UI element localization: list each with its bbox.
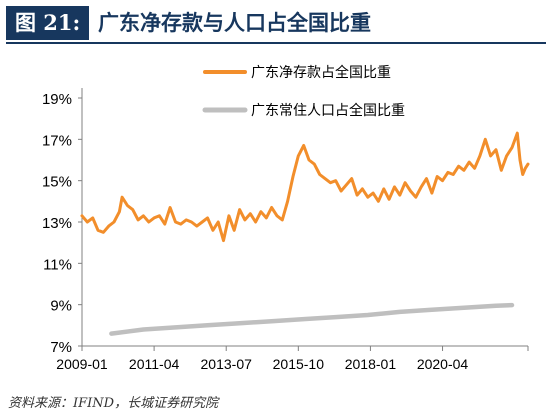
x-tick-label: 2015-10 bbox=[273, 356, 325, 372]
figure-header: 图 21: 广东净存款与人口占全国比重 bbox=[0, 0, 550, 48]
x-tick-label: 2009-01 bbox=[56, 356, 108, 372]
figure-label: 图 21: bbox=[6, 6, 90, 40]
y-tick-label: 11% bbox=[43, 256, 72, 273]
chart-axes: 7% 9% 11% 13% 15% 17% 19% 2009-01 2011-04 2013-07… bbox=[42, 88, 529, 372]
y-tick-label: 19% bbox=[42, 91, 72, 108]
y-tick-label: 17% bbox=[42, 132, 72, 149]
series-line-population bbox=[109, 302, 515, 336]
y-tick-label: 7% bbox=[50, 339, 72, 356]
chart-series bbox=[80, 131, 530, 336]
series-line-deposit bbox=[80, 131, 530, 243]
x-tick-label: 2011-04 bbox=[129, 356, 180, 372]
figure-title: 广东净存款与人口占全国比重 bbox=[98, 11, 371, 35]
y-tick-label: 15% bbox=[42, 174, 72, 191]
y-tick-label: 9% bbox=[50, 298, 72, 315]
x-tick-label: 2020-04 bbox=[417, 356, 469, 372]
y-tick-label: 13% bbox=[42, 215, 72, 232]
header-rule bbox=[6, 42, 546, 44]
x-tick-label: 2018-01 bbox=[345, 356, 397, 372]
x-tick-label: 2013-07 bbox=[201, 356, 253, 372]
legend-label: 广东净存款占全国比重 bbox=[251, 64, 391, 81]
source-note: 资料来源：IFIND，长城证券研究院 bbox=[8, 396, 219, 411]
legend-label: 广东常住人口占全国比重 bbox=[251, 102, 405, 119]
line-chart: 7% 9% 11% 13% 15% 17% 19% 2009-01 2011-04 2013-07… bbox=[42, 64, 530, 372]
